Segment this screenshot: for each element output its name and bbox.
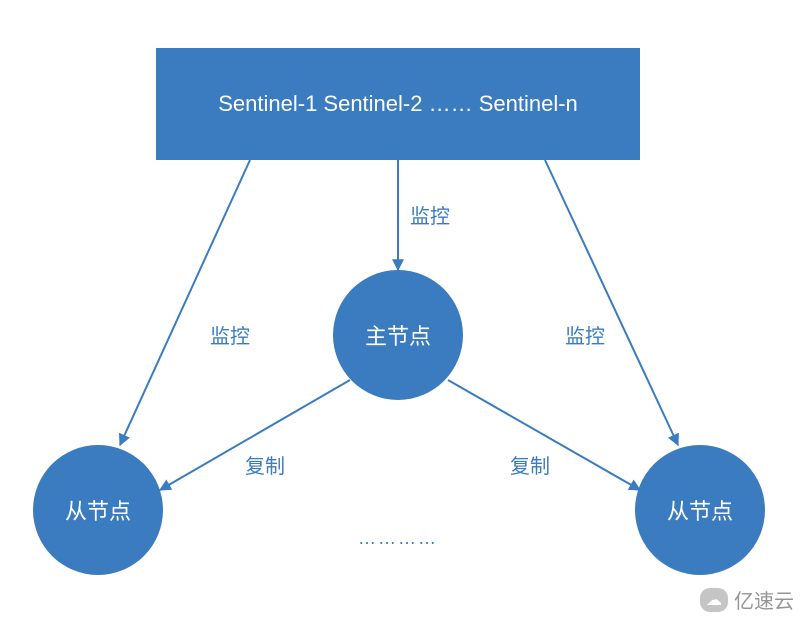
sentinel-cluster-node: Sentinel-1 Sentinel-2 …… Sentinel-n [156,48,640,160]
slave-node-right: 从节点 [635,445,765,575]
slave-right-label: 从节点 [667,494,733,526]
edge-label: 监控 [565,320,605,349]
cloud-icon: ☁ [700,588,728,612]
slaves-ellipsis: ………… [348,528,448,549]
edge-label: 监控 [210,320,250,349]
sentinel-label: Sentinel-1 Sentinel-2 …… Sentinel-n [218,91,578,117]
slave-node-left: 从节点 [33,445,163,575]
slave-left-label: 从节点 [65,494,131,526]
edge-label: 复制 [510,450,550,479]
edge-label: 复制 [245,450,285,479]
edge-line [120,160,250,445]
watermark: ☁ 亿速云 [700,585,794,614]
diagram-canvas: Sentinel-1 Sentinel-2 …… Sentinel-n 主节点 … [0,0,812,623]
edge-line [545,160,678,445]
master-node: 主节点 [333,270,463,400]
watermark-text: 亿速云 [734,585,794,614]
edge-label: 监控 [410,200,450,229]
master-label: 主节点 [365,319,431,351]
